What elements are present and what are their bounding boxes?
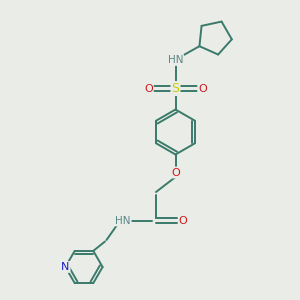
Text: O: O	[171, 167, 180, 178]
Text: S: S	[172, 82, 179, 95]
Text: HN: HN	[115, 215, 131, 226]
Text: O: O	[144, 83, 153, 94]
Text: N: N	[61, 262, 70, 272]
Text: HN: HN	[168, 55, 183, 65]
Text: O: O	[198, 83, 207, 94]
Text: O: O	[178, 215, 188, 226]
